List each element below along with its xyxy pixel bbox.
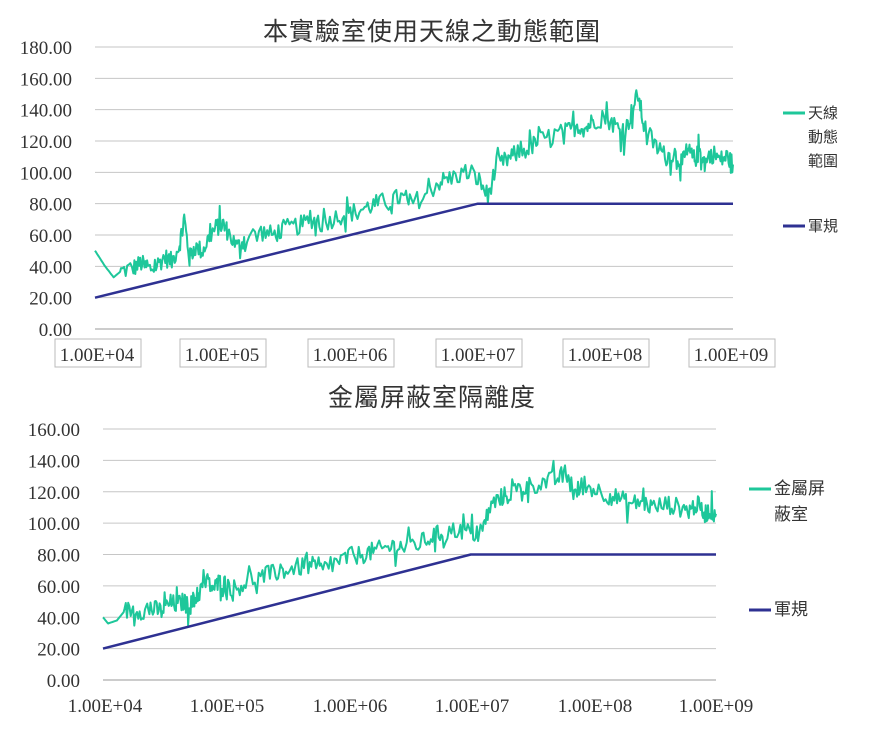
y-tick-label: 100.00	[28, 514, 80, 535]
y-tick-label: 40.00	[29, 257, 72, 278]
x-tick-frame	[562, 338, 650, 368]
x-tick-frame	[307, 338, 395, 368]
x-tick-label: 1.00E+07	[441, 345, 516, 366]
y-tick-label: 80.00	[37, 546, 80, 567]
chart-1: 本實驗室使用天線之動態範圍 0.00 20.00 40.00 60.00 80.00 100…	[20, 17, 838, 368]
legend-label: 動態	[808, 128, 838, 146]
y-tick-label: 20.00	[37, 640, 80, 661]
series-line-military-spec	[102, 553, 716, 650]
legend-label: 軍規	[774, 600, 808, 620]
y-tick-label: 0.00	[47, 671, 80, 692]
y-tick-label: 120.00	[28, 483, 80, 504]
y-tick-label: 100.00	[20, 163, 72, 184]
x-tick-label: 1.00E+06	[313, 345, 388, 366]
chart-title: 本實驗室使用天線之動態範圍	[263, 17, 601, 46]
x-tick-label: 1.00E+05	[190, 696, 265, 717]
series-line-measured	[94, 89, 734, 279]
chart-2: 金屬屏蔽室隔離度 0.00 20.00 40.00 60.00 80.00 100.00 12…	[28, 383, 825, 717]
y-tick-label: 20.00	[29, 289, 72, 310]
x-tick-label: 1.00E+09	[694, 345, 769, 366]
y-tick-label: 160.00	[20, 69, 72, 90]
y-tick-label: 140.00	[28, 451, 80, 472]
x-tick-frame	[179, 338, 267, 368]
x-tick-label: 1.00E+07	[435, 696, 510, 717]
x-tick-label: 1.00E+05	[185, 345, 260, 366]
x-tick-label: 1.00E+08	[568, 345, 643, 366]
series-line-military-spec	[94, 202, 733, 299]
y-tick-label: 120.00	[20, 132, 72, 153]
legend-label: 天線	[808, 104, 838, 122]
y-tick-label: 180.00	[20, 38, 72, 59]
legend-label: 軍規	[808, 217, 838, 235]
x-tick-label: 1.00E+04	[60, 345, 135, 366]
x-tick-label: 1.00E+08	[558, 696, 633, 717]
legend-label: 金屬屏	[774, 479, 825, 499]
x-tick-frame	[435, 338, 523, 368]
y-tick-label: 0.00	[39, 320, 72, 341]
y-tick-label: 80.00	[29, 195, 72, 216]
legend-label: 蔽室	[774, 505, 808, 525]
x-tick-label: 1.00E+04	[68, 696, 143, 717]
y-tick-label: 40.00	[37, 608, 80, 629]
y-tick-label: 140.00	[20, 101, 72, 122]
chart-title: 金屬屏蔽室隔離度	[328, 383, 536, 412]
x-tick-frame	[688, 338, 776, 368]
x-tick-label: 1.00E+09	[679, 696, 754, 717]
y-tick-label: 60.00	[37, 577, 80, 598]
series-line-measured	[102, 459, 717, 627]
legend-label: 範圍	[808, 152, 838, 170]
x-tick-frame	[54, 338, 142, 368]
y-tick-label: 160.00	[28, 420, 80, 441]
x-tick-label: 1.00E+06	[313, 696, 388, 717]
y-tick-label: 60.00	[29, 226, 72, 247]
